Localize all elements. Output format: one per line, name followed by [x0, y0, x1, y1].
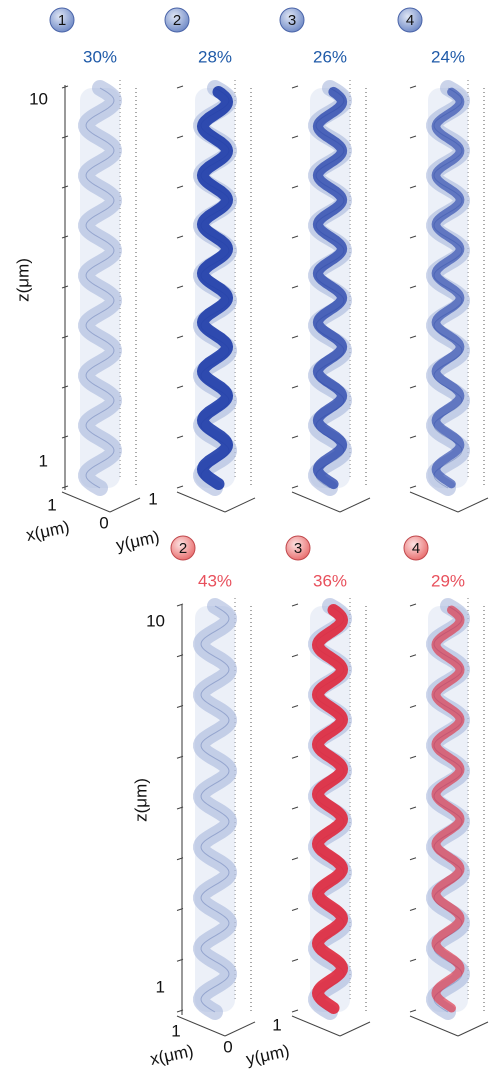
- tick-mark: [410, 186, 416, 188]
- tick-mark: [410, 386, 416, 388]
- badge-label: 3: [294, 540, 302, 557]
- tick-mark: [410, 336, 416, 338]
- tick-mark: [410, 236, 416, 238]
- badge-label: 4: [412, 540, 420, 557]
- tick-mark: [177, 236, 183, 238]
- z-tick-label: 1: [39, 451, 48, 470]
- tick-mark: [292, 186, 298, 188]
- tick-mark: [177, 86, 183, 88]
- percent-label: 36%: [313, 571, 347, 590]
- tick-mark: [292, 706, 298, 708]
- z-axis-label: z(μm): [131, 778, 150, 822]
- frame-line: [225, 498, 255, 512]
- frame-line: [225, 1022, 255, 1036]
- frame-line: [458, 1022, 488, 1036]
- tick-mark: [410, 286, 416, 288]
- tick-mark: [177, 336, 183, 338]
- tick-mark: [410, 858, 416, 860]
- tick-mark: [410, 436, 416, 438]
- tick-mark: [410, 807, 416, 809]
- x-tick-label: 1: [171, 1021, 180, 1040]
- frame-line: [340, 1022, 370, 1036]
- tick-mark: [410, 86, 416, 88]
- percent-label: 30%: [83, 47, 117, 66]
- badge-label: 2: [179, 540, 187, 557]
- z-axis-label: z(μm): [13, 258, 32, 302]
- y-tick-label: 1: [272, 1015, 281, 1034]
- tick-mark: [292, 959, 298, 961]
- tick-mark: [292, 286, 298, 288]
- y-tick-label: 1: [148, 489, 157, 508]
- tick-mark: [410, 706, 416, 708]
- tick-mark: [292, 436, 298, 438]
- percent-label: 43%: [198, 571, 232, 590]
- tick-mark: [410, 909, 416, 911]
- percent-label: 29%: [431, 571, 465, 590]
- tick-mark: [177, 386, 183, 388]
- tick-mark: [177, 486, 183, 488]
- frame-line: [340, 498, 370, 512]
- page: 10 1 z(μm) 1 0 x(μm) 1 y(μm) 10 1 z(μm) …: [0, 0, 498, 1076]
- tick-mark: [410, 655, 416, 657]
- tick-mark: [177, 136, 183, 138]
- tick-mark: [292, 236, 298, 238]
- tick-mark: [410, 604, 416, 606]
- tick-mark: [177, 186, 183, 188]
- z-tick-label: 1: [156, 977, 165, 996]
- percent-label: 28%: [198, 47, 232, 66]
- frame-line: [110, 498, 140, 512]
- x-tick-label: 1: [47, 495, 56, 514]
- z-tick-label: 10: [29, 89, 48, 108]
- tick-mark: [410, 1010, 416, 1012]
- tick-mark: [292, 136, 298, 138]
- tick-mark: [410, 486, 416, 488]
- tick-mark: [292, 756, 298, 758]
- badge-label: 3: [288, 12, 296, 29]
- tick-mark: [177, 286, 183, 288]
- y-axis-label: y(μm): [244, 1041, 291, 1069]
- percent-label: 26%: [313, 47, 347, 66]
- badge-label: 1: [58, 12, 66, 29]
- badge-label: 2: [173, 12, 181, 29]
- tick-mark: [410, 136, 416, 138]
- y-axis-label: y(μm): [114, 527, 161, 555]
- tick-mark: [292, 655, 298, 657]
- percent-label: 24%: [431, 47, 465, 66]
- badge-label: 4: [406, 12, 414, 29]
- tick-mark: [292, 1010, 298, 1012]
- tick-mark: [410, 959, 416, 961]
- x-tick-label: 0: [99, 513, 108, 532]
- tick-mark: [292, 86, 298, 88]
- x-axis-label: x(μm): [148, 1041, 195, 1069]
- x-axis-label: x(μm): [24, 517, 71, 545]
- tick-mark: [292, 807, 298, 809]
- frame-line: [458, 498, 488, 512]
- tick-mark: [292, 336, 298, 338]
- tick-mark: [292, 909, 298, 911]
- z-tick-label: 10: [146, 611, 165, 630]
- tick-mark: [177, 436, 183, 438]
- figure: 10 1 z(μm) 1 0 x(μm) 1 y(μm) 10 1 z(μm) …: [0, 0, 498, 1076]
- tick-mark: [292, 386, 298, 388]
- tick-mark: [410, 756, 416, 758]
- tick-mark: [292, 604, 298, 606]
- tick-mark: [292, 486, 298, 488]
- tick-mark: [292, 858, 298, 860]
- x-tick-label: 0: [223, 1037, 232, 1056]
